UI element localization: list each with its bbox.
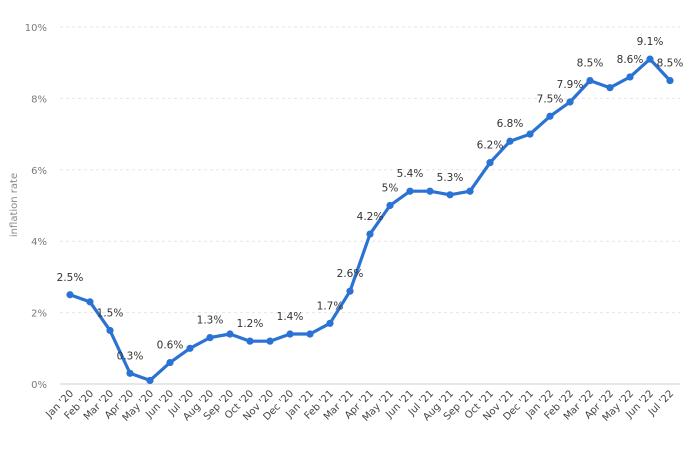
data-label: 7.9% <box>557 79 584 91</box>
data-point <box>526 130 534 138</box>
y-tick-label: 0% <box>31 380 47 391</box>
data-point <box>606 84 614 92</box>
data-label: 1.3% <box>197 315 224 327</box>
data-point <box>266 337 274 345</box>
y-tick-label: 6% <box>31 166 47 177</box>
data-label: 9.1% <box>637 36 664 48</box>
data-point <box>406 187 414 195</box>
data-point <box>486 159 494 167</box>
data-point <box>106 326 114 335</box>
data-label: 8.5% <box>577 58 604 70</box>
data-point <box>646 55 654 63</box>
data-label: 8.5% <box>657 58 684 70</box>
data-point <box>566 98 574 106</box>
data-point <box>186 344 194 352</box>
data-point <box>326 319 334 327</box>
data-point <box>366 230 374 238</box>
data-label: 2.5% <box>57 272 84 284</box>
y-tick-label: 10% <box>25 23 47 34</box>
data-point <box>146 376 154 385</box>
y-tick-label: 2% <box>31 309 47 320</box>
data-point <box>586 76 594 85</box>
data-label: 5% <box>382 183 399 195</box>
data-point <box>246 337 254 345</box>
y-tick-label: 8% <box>31 94 47 105</box>
data-point <box>446 191 454 199</box>
data-label: 4.2% <box>357 211 384 223</box>
data-label: 5.4% <box>397 168 424 180</box>
data-point <box>506 137 514 145</box>
data-point <box>286 330 294 338</box>
data-point <box>546 112 554 120</box>
data-point <box>306 330 314 338</box>
grid-lines <box>60 26 680 385</box>
data-label: 0.6% <box>157 340 184 352</box>
data-label: 1.7% <box>317 300 344 312</box>
y-axis-ticks: 0% 2% 4% 6% 8% 10% <box>25 23 47 391</box>
data-label: 1.4% <box>277 311 304 323</box>
data-labels: 2.5% 1.5% 0.3% 0.6% 1.3% 1.2% 1.4% 1.7% 2.6% 4.2%… <box>57 36 684 362</box>
data-label: 8.6% <box>617 54 644 66</box>
data-point <box>666 76 674 85</box>
data-point <box>66 291 74 299</box>
data-point <box>166 358 174 367</box>
data-point <box>386 201 394 210</box>
data-label: 5.3% <box>437 172 464 184</box>
data-label: 1.5% <box>97 307 124 319</box>
data-point <box>626 73 634 81</box>
data-label: 6.8% <box>497 118 524 130</box>
data-label: 1.2% <box>237 318 264 330</box>
y-axis-label: inflation rate <box>9 173 20 237</box>
data-points <box>66 55 674 385</box>
data-label: 2.6% <box>337 268 364 280</box>
data-label: 6.2% <box>477 140 504 152</box>
y-tick-label: 4% <box>31 237 47 248</box>
data-point <box>226 330 234 338</box>
data-label: 7.5% <box>537 93 564 105</box>
data-point <box>86 298 94 306</box>
data-point <box>466 187 474 195</box>
data-point <box>346 287 354 295</box>
data-point <box>126 369 134 377</box>
data-point <box>426 187 434 195</box>
data-point <box>206 333 214 342</box>
data-label: 0.3% <box>117 350 144 362</box>
